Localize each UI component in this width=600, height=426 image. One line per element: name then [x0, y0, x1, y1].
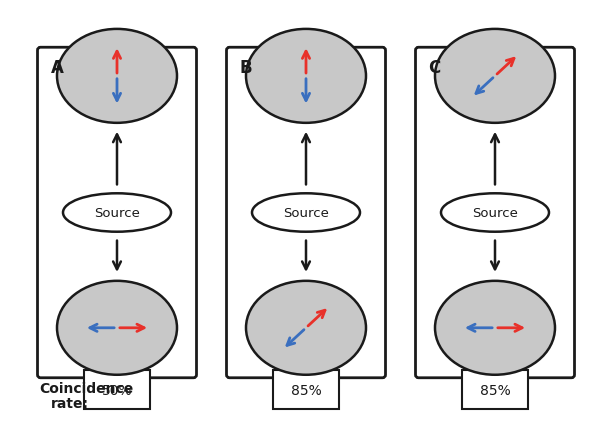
- Text: A: A: [50, 59, 64, 77]
- Text: Source: Source: [472, 207, 518, 219]
- Text: 85%: 85%: [290, 383, 322, 397]
- Text: 85%: 85%: [479, 383, 511, 397]
- Ellipse shape: [63, 194, 171, 232]
- Text: rate:: rate:: [51, 396, 89, 409]
- FancyBboxPatch shape: [273, 371, 339, 409]
- Text: Coincidence: Coincidence: [39, 381, 133, 394]
- Text: 50%: 50%: [101, 383, 133, 397]
- Ellipse shape: [435, 30, 555, 124]
- Ellipse shape: [246, 281, 366, 375]
- Ellipse shape: [57, 30, 177, 124]
- FancyBboxPatch shape: [415, 48, 574, 378]
- Text: C: C: [428, 59, 441, 77]
- Ellipse shape: [441, 194, 549, 232]
- Ellipse shape: [252, 194, 360, 232]
- FancyBboxPatch shape: [227, 48, 386, 378]
- Ellipse shape: [435, 281, 555, 375]
- Text: B: B: [239, 59, 252, 77]
- Text: Source: Source: [283, 207, 329, 219]
- Ellipse shape: [246, 30, 366, 124]
- FancyBboxPatch shape: [37, 48, 197, 378]
- FancyBboxPatch shape: [84, 371, 150, 409]
- FancyBboxPatch shape: [462, 371, 528, 409]
- Ellipse shape: [57, 281, 177, 375]
- Text: Source: Source: [94, 207, 140, 219]
